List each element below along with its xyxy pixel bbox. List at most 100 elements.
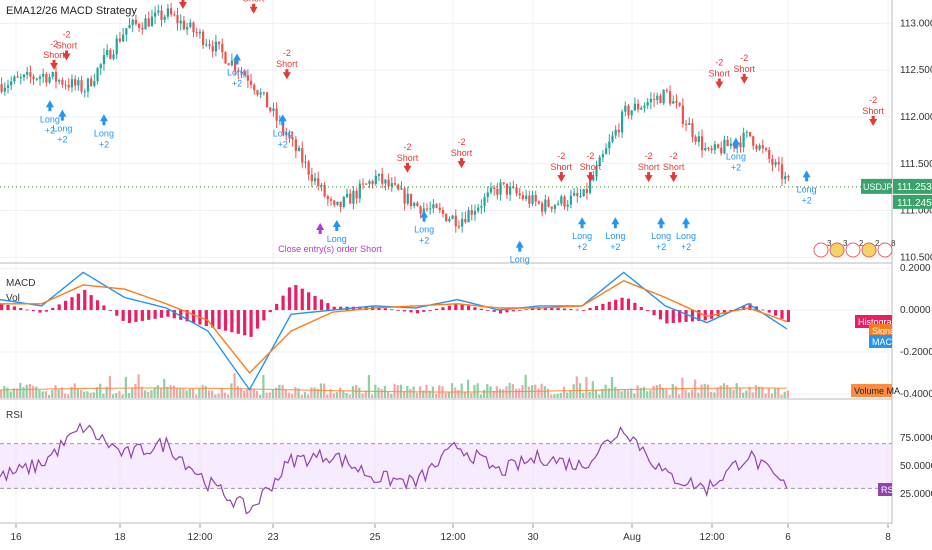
candle-body: [416, 202, 419, 207]
candle-body: [397, 184, 400, 190]
candle-body: [438, 207, 441, 211]
candle-body: [764, 148, 768, 151]
histogram-bar: [383, 308, 388, 311]
histogram-bar: [95, 300, 100, 311]
volume-bar: [758, 386, 761, 398]
long-signal[interactable]: Long+2: [273, 114, 293, 149]
signal-badge[interactable]: Signal: [869, 324, 897, 337]
event-count: 8: [891, 239, 896, 248]
signal-label: Short: [56, 41, 78, 51]
long-signal[interactable]: Long+2: [726, 137, 746, 173]
signal-label: Long: [94, 128, 114, 138]
event-badge[interactable]: 2: [861, 239, 880, 258]
event-badge[interactable]: 3: [829, 239, 848, 258]
candle-body: [697, 136, 700, 142]
flag-icon: [813, 242, 829, 258]
long-signal[interactable]: Long+2: [227, 53, 247, 88]
candle-body: [681, 105, 684, 124]
volume-bar: [54, 385, 57, 398]
long-signal[interactable]: Long: [327, 220, 347, 244]
macd-badge[interactable]: MACD: [869, 335, 899, 348]
candle-body: [432, 204, 435, 209]
candle-body: [208, 44, 211, 47]
signal-qty: +2: [577, 242, 587, 252]
event-badge[interactable]: 2: [845, 239, 864, 258]
event-count: 3: [827, 239, 832, 248]
long-signal[interactable]: Long: [510, 240, 530, 265]
long-signal[interactable]: Long+2: [676, 217, 696, 252]
close-signal[interactable]: Close entry(s) order Short: [278, 223, 382, 254]
candle-body: [541, 203, 544, 212]
last-price-text: 111.253: [897, 182, 932, 193]
rsi-tick-label: 50.0000: [900, 461, 932, 472]
event-badge[interactable]: 3: [813, 239, 832, 258]
short-arrow-icon: [644, 172, 653, 183]
long-signal[interactable]: Long+2: [40, 100, 60, 135]
long-signal[interactable]: Long+2: [52, 109, 72, 145]
candle-body: [579, 196, 582, 198]
candle-body: [29, 72, 32, 77]
volume-bar: [511, 384, 514, 398]
short-arrow-icon: [869, 116, 878, 126]
candle-body: [217, 41, 221, 44]
signal-qty: +2: [681, 242, 691, 252]
event-count: 2: [859, 239, 864, 248]
volume-bar: [722, 383, 726, 398]
short-arrow-icon: [457, 158, 466, 169]
candle-body: [585, 189, 589, 193]
candle-body: [742, 132, 745, 148]
rsi-badge[interactable]: RSI: [878, 483, 896, 496]
rsi-tick-label: 75.0000: [900, 433, 932, 444]
candle-body: [333, 200, 336, 205]
candle-body: [3, 87, 6, 92]
volume-bar: [460, 383, 463, 398]
long-signal[interactable]: Long+2: [605, 217, 625, 252]
long-arrow-icon: [657, 217, 666, 229]
long-signal[interactable]: Long+2: [572, 217, 592, 252]
histogram-bar: [294, 285, 298, 311]
histogram-bar: [652, 310, 656, 316]
volume-bar: [294, 387, 297, 398]
volume-bar: [646, 391, 649, 398]
close-arrow-icon: [316, 223, 325, 235]
long-signal[interactable]: Long+2: [797, 170, 817, 205]
long-signal[interactable]: Long+2: [414, 210, 434, 246]
volume-bar: [137, 374, 140, 398]
long-signal[interactable]: Long+2: [94, 114, 114, 149]
signal-label: Short: [734, 64, 756, 74]
symbol-label[interactable]: USDJPY: [861, 178, 899, 194]
time-tick-label: 12:00: [440, 532, 465, 543]
volume-bar: [159, 388, 163, 398]
signal-qty: +2: [232, 78, 242, 88]
event-badge[interactable]: 8: [877, 239, 896, 258]
histogram-bar: [89, 295, 93, 311]
volume-ma-badge[interactable]: Volume MA: [851, 384, 900, 397]
long-signal[interactable]: Long+2: [651, 217, 671, 252]
signal-badge-text: Signal: [872, 326, 897, 336]
volume-bar: [601, 388, 604, 398]
volume-ma-badge-text: Volume MA: [854, 386, 900, 396]
candle-body: [26, 72, 29, 75]
signal-qty: -2: [869, 95, 877, 105]
candle-body: [550, 206, 553, 209]
volume-bar: [367, 375, 371, 398]
candle-body: [534, 194, 537, 202]
candle-body: [6, 85, 10, 88]
candle-body: [704, 147, 707, 151]
volume-bar: [143, 390, 147, 398]
